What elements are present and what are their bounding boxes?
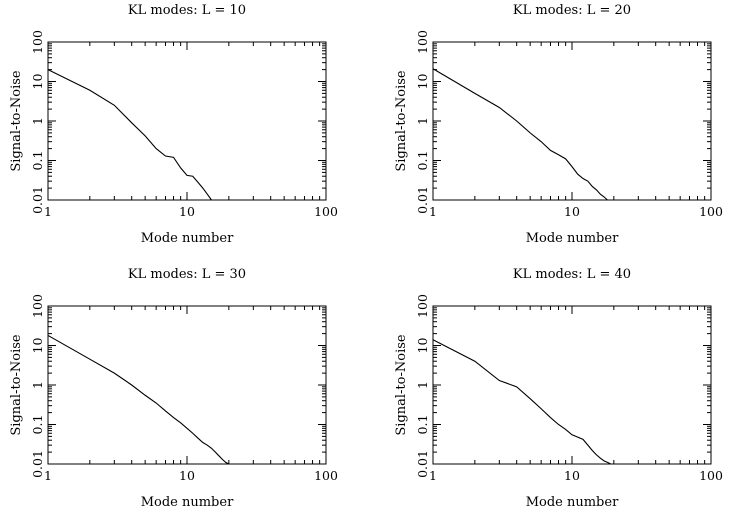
chart-title: KL modes: L = 10 xyxy=(128,3,246,18)
plot-frame xyxy=(47,305,327,465)
x-tick-label: 100 xyxy=(314,204,338,219)
chart-title: KL modes: L = 20 xyxy=(513,3,631,18)
y-tick-label: 10 xyxy=(30,338,45,354)
chart-panel-4: KL modes: L = 40 1 10 100 0.01 0.1 1 10 100 Mode … xyxy=(394,267,723,510)
y-tick-label: 0.1 xyxy=(30,415,45,435)
x-tick-label: 100 xyxy=(699,204,723,219)
x-tick-label: 100 xyxy=(699,468,723,483)
x-axis-label: Mode number xyxy=(526,231,619,246)
y-tick-label: 100 xyxy=(30,294,45,318)
data-line-series-1 xyxy=(432,339,611,465)
y-tick-label: 0.1 xyxy=(415,151,430,171)
y-axis-label: Signal-to-Noise xyxy=(394,334,409,436)
y-tick-label: 0.01 xyxy=(415,450,430,478)
data-line-series-1 xyxy=(432,68,608,201)
chart-title: KL modes: L = 30 xyxy=(128,267,246,282)
chart-panel-3: KL modes: L = 30 1 10 100 0.01 0.1 1 10 100 Mode … xyxy=(9,267,338,510)
y-tick-label: 0.01 xyxy=(415,186,430,214)
y-axis-label: Signal-to-Noise xyxy=(9,70,24,172)
x-tick-label: 10 xyxy=(179,204,195,219)
y-tick-label: 1 xyxy=(30,117,45,125)
x-axis-label: Mode number xyxy=(526,495,619,510)
chart-title: KL modes: L = 40 xyxy=(513,267,631,282)
y-tick-label: 10 xyxy=(30,74,45,90)
y-tick-label: 1 xyxy=(30,381,45,389)
y-tick-label: 1 xyxy=(415,381,430,389)
plot-frame xyxy=(47,41,327,201)
plot-frame xyxy=(432,41,712,201)
x-tick-label: 10 xyxy=(564,468,580,483)
chart-panel-1: KL modes: L = 10 1 10 100 0.01 0.1 1 10 100 Mode … xyxy=(9,3,338,246)
data-line-series-1 xyxy=(47,334,230,465)
x-tick-label: 1 xyxy=(429,204,437,219)
y-axis-label: Signal-to-Noise xyxy=(9,334,24,436)
x-tick-label: 1 xyxy=(44,204,52,219)
y-axis-label: Signal-to-Noise xyxy=(394,70,409,172)
data-line-series-1 xyxy=(47,69,212,201)
y-tick-label: 0.01 xyxy=(30,186,45,214)
x-tick-label: 1 xyxy=(44,468,52,483)
y-tick-label: 0.01 xyxy=(30,450,45,478)
y-tick-label: 0.1 xyxy=(415,415,430,435)
plot-frame xyxy=(432,305,712,465)
y-tick-label: 10 xyxy=(415,74,430,90)
y-tick-label: 1 xyxy=(415,117,430,125)
x-tick-label: 1 xyxy=(429,468,437,483)
x-axis-label: Mode number xyxy=(141,495,234,510)
y-tick-label: 100 xyxy=(30,30,45,54)
y-tick-label: 100 xyxy=(415,30,430,54)
y-tick-label: 10 xyxy=(415,338,430,354)
y-tick-label: 100 xyxy=(415,294,430,318)
x-tick-label: 10 xyxy=(564,204,580,219)
y-tick-label: 0.1 xyxy=(30,151,45,171)
x-tick-label: 10 xyxy=(179,468,195,483)
x-axis-label: Mode number xyxy=(141,231,234,246)
chart-panel-2: KL modes: L = 20 1 10 100 0.01 0.1 1 10 100 Mode … xyxy=(394,3,723,246)
x-tick-label: 100 xyxy=(314,468,338,483)
